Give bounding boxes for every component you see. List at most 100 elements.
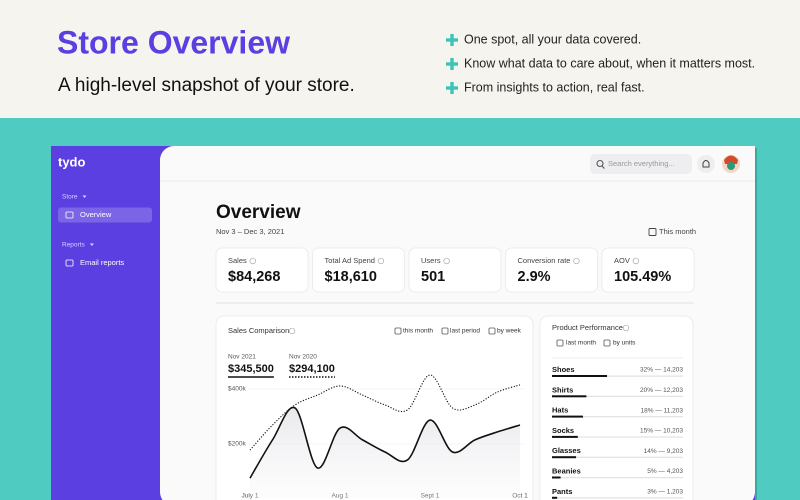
search-icon (596, 159, 604, 168)
line (249, 406, 521, 479)
nav-item-active[interactable] (58, 207, 152, 223)
product-value: 18% — 11,203 (640, 407, 683, 414)
kpi-card (601, 247, 695, 293)
bell-icon (702, 160, 710, 168)
product-name: Hats (552, 406, 568, 415)
control-icon (603, 339, 611, 347)
calendar-icon (648, 228, 657, 236)
kpi-label: Total Ad Spend (325, 256, 375, 265)
product-name: Shirts (552, 385, 573, 394)
product-name: Beanies (552, 466, 581, 475)
page-title: Overview (216, 202, 301, 223)
product-name: Socks (552, 426, 574, 435)
info-icon (377, 257, 385, 265)
info-icon (249, 257, 256, 265)
kpi-card (408, 247, 502, 293)
kpi-card (215, 247, 309, 293)
info-icon (288, 327, 296, 335)
bar-track (552, 477, 683, 479)
kpi-value: 2.9% (518, 269, 551, 285)
control-icon (394, 327, 402, 335)
product-title: Product Performance (552, 323, 623, 332)
kpi-value: 105.49% (614, 269, 671, 285)
bar (552, 435, 578, 438)
y-tick-label: $200k (228, 441, 246, 448)
series-total: $345,500 (228, 363, 274, 375)
kpi-label: Users (421, 256, 441, 265)
product-card (539, 315, 694, 500)
area (250, 407, 520, 499)
main-panel-corner (740, 146, 755, 176)
info-icon (573, 257, 580, 265)
feature-text: One spot, all your data covered. (464, 32, 641, 46)
control-icon (556, 339, 564, 347)
info-icon (632, 257, 639, 265)
kpi-value: 501 (421, 269, 445, 285)
product-name: Shoes (552, 365, 575, 374)
kpi-value: $18,610 (325, 269, 377, 285)
product-value: 5% — 4,203 (647, 468, 683, 475)
plus-icon (450, 82, 454, 94)
product-control[interactable]: by units (613, 340, 636, 347)
bar (552, 415, 583, 418)
product-name: Glasses (552, 446, 581, 455)
product-value: 14% — 9,203 (644, 448, 684, 455)
chart-title: Sales Comparison (228, 326, 289, 335)
control-icon (488, 327, 496, 335)
control-icon (441, 327, 449, 335)
chart-control[interactable]: this month (403, 328, 433, 335)
product-value: 32% — 14,203 (640, 367, 683, 374)
search-box[interactable] (590, 154, 692, 174)
chart-control[interactable]: last period (450, 328, 480, 335)
product-value: 15% — 10,203 (640, 428, 683, 435)
product-name: Pants (552, 487, 572, 496)
kpi-label: AOV (614, 256, 630, 265)
product-value: 3% — 1,203 (647, 489, 683, 496)
bar (552, 476, 561, 479)
bar-track (552, 497, 683, 499)
product-control[interactable]: last month (566, 340, 596, 347)
hero-title: Store Overview (57, 24, 290, 60)
nav-item[interactable]: Email reports (80, 258, 124, 267)
series-name: Nov 2020 (289, 354, 317, 361)
hero-background (0, 0, 800, 118)
nav-icon (65, 259, 74, 267)
caret-icon (89, 243, 94, 246)
period-selector[interactable]: This month (659, 227, 696, 236)
logo: tydo (58, 154, 86, 169)
bar (552, 375, 608, 377)
chart-control[interactable]: by week (497, 328, 522, 335)
info-icon (443, 257, 450, 265)
date-range: Nov 3 – Dec 3, 2021 (216, 227, 284, 236)
sidebar-section: Store (62, 194, 78, 201)
bar-track (552, 395, 683, 397)
avatar-hair (724, 155, 738, 164)
bar (552, 395, 587, 398)
feature-text: From insights to action, real fast. (464, 80, 645, 94)
plus-icon (450, 58, 454, 70)
kpi-value: $84,268 (228, 269, 280, 285)
kpi-card (312, 247, 405, 293)
y-tick-label: $400k (228, 386, 246, 393)
bar-track (552, 436, 683, 438)
caret-icon (82, 195, 87, 198)
avatar-face (727, 162, 735, 170)
search-icon (601, 165, 605, 169)
nav-item[interactable]: Overview (80, 210, 112, 219)
product-value: 20% — 12,203 (640, 387, 683, 394)
bar (552, 456, 577, 459)
kpi-label: Conversion rate (518, 256, 571, 265)
kpi-label: Sales (228, 256, 247, 265)
notifications-button[interactable] (697, 155, 715, 173)
info-icon (622, 324, 630, 332)
sidebar-section: Reports (62, 242, 86, 249)
nav-icon (65, 211, 74, 219)
bar-track (552, 416, 683, 418)
x-tick-label: Oct 1 (512, 493, 528, 500)
bar-track (552, 456, 683, 458)
feature-text: Know what data to care about, when it ma… (464, 56, 755, 70)
series-name: Nov 2021 (228, 354, 256, 361)
plus-icon (450, 34, 454, 46)
